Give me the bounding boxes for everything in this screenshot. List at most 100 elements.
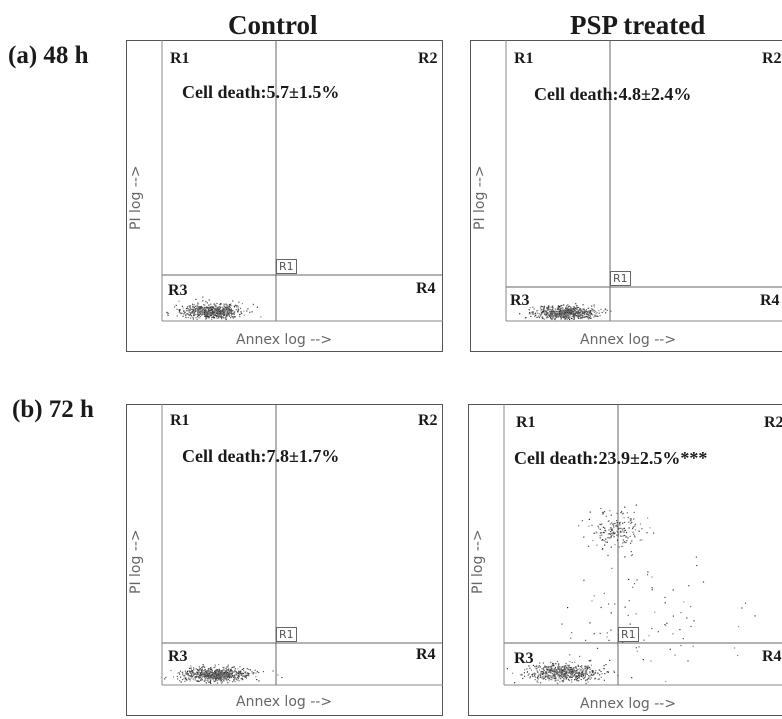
event-dot (217, 675, 219, 677)
event-dot (573, 667, 575, 669)
event-dot (573, 313, 575, 316)
event-dot (211, 669, 213, 672)
event-dot (186, 679, 188, 681)
event-dot (563, 674, 566, 676)
event-dot (560, 317, 562, 319)
event-dot (543, 305, 545, 307)
event-dot (647, 574, 649, 576)
event-dot (621, 528, 623, 530)
event-dot (641, 528, 643, 530)
event-dot (233, 311, 235, 314)
event-dot (553, 672, 556, 675)
event-dot (179, 312, 181, 314)
event-dot (565, 308, 567, 310)
event-dot (552, 668, 554, 670)
event-dot (581, 520, 583, 522)
event-dot (573, 317, 575, 319)
event-dot (241, 672, 243, 674)
event-dot (547, 666, 549, 668)
event-dot (190, 308, 192, 310)
event-dot (202, 674, 204, 676)
event-dot (199, 671, 201, 673)
event-dot (189, 309, 191, 311)
event-dot (197, 303, 199, 305)
event-dot (229, 673, 231, 675)
event-dot (586, 668, 588, 670)
event-dot (582, 667, 584, 670)
event-dot (559, 677, 561, 679)
event-dot (221, 679, 223, 681)
event-dot (552, 665, 554, 667)
event-dot (562, 312, 565, 314)
event-dot (598, 312, 600, 314)
gate-label: R1 (610, 271, 631, 286)
event-dot (625, 535, 628, 538)
event-dot (544, 676, 546, 678)
event-dot (206, 677, 208, 679)
event-dot (560, 667, 562, 669)
event-dot (216, 669, 218, 671)
event-dot (194, 673, 197, 675)
event-dot (188, 314, 190, 316)
event-dot (617, 528, 619, 530)
event-dot (602, 667, 604, 670)
event-dot (590, 313, 593, 316)
event-dot (531, 673, 533, 676)
event-dot (560, 307, 562, 309)
event-dot (229, 675, 231, 677)
event-dot (556, 670, 558, 672)
event-dot (219, 312, 221, 314)
x-axis-label: Annex log --> (580, 696, 677, 712)
event-dot (213, 303, 215, 305)
event-dot (633, 511, 635, 514)
event-dot (552, 673, 554, 675)
event-dot (223, 307, 226, 309)
event-dot (580, 666, 583, 668)
event-dot (574, 675, 576, 677)
event-dot (204, 311, 206, 313)
event-dot (215, 675, 217, 677)
event-dot (568, 666, 570, 668)
event-dot (565, 674, 567, 676)
event-dot (242, 672, 245, 675)
event-dot (210, 313, 212, 315)
event-dot (524, 675, 526, 677)
region-label-r4: R4 (760, 292, 780, 309)
event-dot (199, 313, 201, 315)
event-dot (208, 668, 210, 670)
event-dot (211, 307, 213, 310)
event-dot (183, 309, 185, 312)
event-dot (591, 308, 593, 310)
event-dot (226, 672, 228, 674)
event-dot (564, 314, 566, 316)
event-dot (192, 303, 194, 305)
event-dot (531, 311, 533, 313)
event-dot (529, 677, 531, 679)
event-dot (216, 316, 218, 318)
event-dot (238, 301, 240, 303)
event-dot (201, 312, 203, 314)
event-dot (591, 600, 593, 602)
event-dot (230, 671, 232, 673)
event-dot (578, 680, 580, 682)
event-dot (593, 316, 595, 318)
event-dot (568, 305, 571, 307)
event-dot (577, 665, 579, 667)
event-dot (179, 673, 181, 675)
event-dot (232, 675, 234, 678)
event-dot (200, 678, 202, 680)
event-dot (211, 310, 213, 312)
event-dot (220, 310, 222, 312)
event-dot (546, 307, 548, 309)
event-dot (610, 527, 612, 529)
event-dot (579, 655, 581, 657)
event-dot (571, 661, 573, 664)
event-dot (245, 673, 247, 675)
event-dot (597, 678, 599, 681)
event-dot (537, 675, 539, 677)
event-dot (649, 527, 651, 529)
event-dot (603, 310, 605, 312)
event-dot (233, 666, 235, 669)
event-dot (225, 667, 227, 669)
column-title-control: Control (228, 10, 318, 40)
